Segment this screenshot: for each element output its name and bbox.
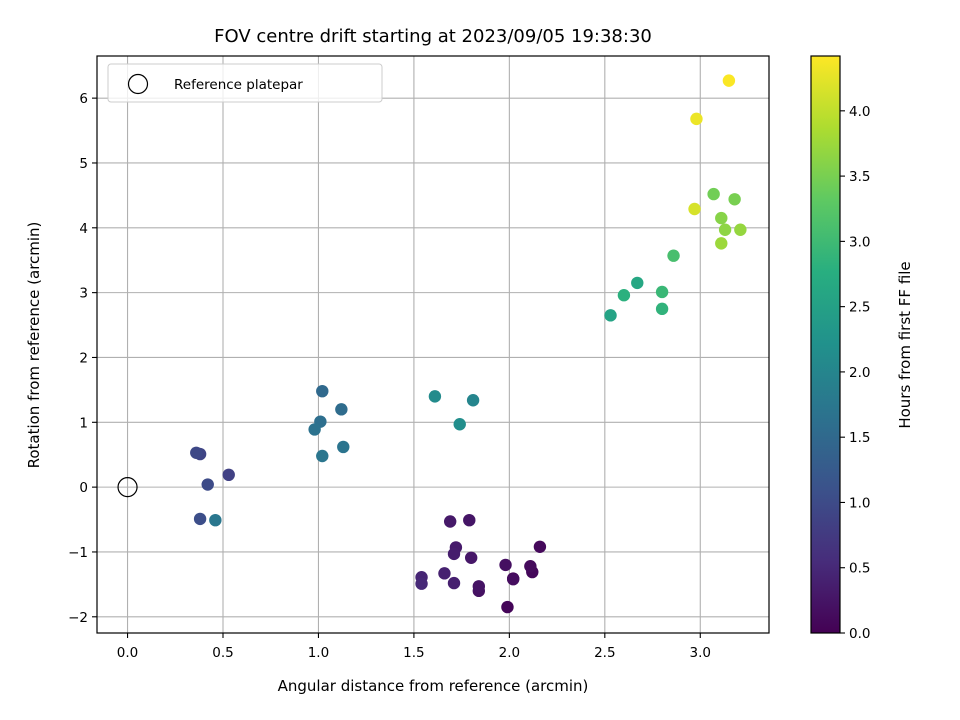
x-tick-label: 2.0	[499, 645, 520, 661]
data-point	[501, 600, 514, 614]
data-point	[690, 112, 703, 126]
data-point	[715, 237, 728, 250]
y-tick-label: 4	[79, 221, 88, 237]
y-tick-label: 1	[79, 415, 88, 431]
data-point	[316, 449, 329, 463]
grid	[97, 56, 769, 633]
data-point	[715, 211, 728, 225]
colorbar-frame	[810, 55, 841, 634]
data-point	[506, 572, 520, 586]
x-tick-label: 1.0	[308, 645, 329, 661]
data-point	[464, 551, 478, 564]
y-tick-label: 6	[79, 91, 88, 107]
data-point	[604, 309, 617, 322]
data-point	[308, 423, 321, 436]
data-point	[193, 512, 207, 526]
x-tick-label: 0.5	[212, 645, 233, 661]
y-tick-label: 0	[79, 480, 88, 496]
data-point	[466, 394, 480, 407]
x-axis-label: Angular distance from reference (arcmin)	[278, 677, 589, 695]
y-axis-label: Rotation from reference (arcmin)	[25, 222, 43, 469]
data-point	[447, 547, 461, 561]
data-point	[617, 289, 631, 302]
data-point	[655, 285, 669, 299]
x-tick-label: 0.0	[117, 645, 138, 661]
data-point	[190, 446, 203, 459]
data-point	[631, 276, 644, 290]
data-point	[524, 560, 537, 573]
data-point	[201, 478, 214, 491]
data-point	[667, 249, 680, 262]
x-axis-ticks: 0.0 0.5 1.0 1.5 2.0 2.5 3.0	[117, 633, 711, 661]
data-point	[438, 567, 451, 580]
legend-label: Reference platepar	[174, 77, 303, 93]
data-point	[707, 187, 720, 201]
colorbar-tick-label: 2.0	[849, 365, 870, 381]
colorbar-ticks: 0.0 0.5 1.0 1.5 2.0 2.5 3.0 3.5 4.0	[840, 104, 870, 642]
colorbar-tick-label: 1.5	[849, 430, 870, 446]
y-tick-label: 2	[79, 350, 88, 366]
data-point	[443, 515, 457, 528]
legend-box	[107, 63, 383, 103]
colorbar-tick-label: 1.0	[849, 495, 870, 511]
x-tick-label: 3.0	[690, 645, 711, 661]
data-point	[316, 384, 329, 398]
colorbar-label: Hours from first FF file	[896, 261, 914, 428]
y-tick-label: −2	[68, 610, 88, 626]
data-point	[415, 577, 428, 590]
chart-title: FOV centre drift starting at 2023/09/05 …	[214, 26, 652, 47]
reference-platepar-marker	[117, 477, 138, 498]
colorbar-tick-label: 3.5	[849, 169, 870, 185]
data-point	[337, 440, 350, 454]
data-point	[447, 576, 461, 590]
data-point	[209, 513, 222, 527]
legend: Reference platepar	[107, 63, 383, 103]
data-point	[533, 540, 547, 553]
colorbar-tick-label: 2.5	[849, 300, 870, 316]
y-tick-label: −1	[68, 545, 88, 561]
colorbar-tick-label: 4.0	[849, 104, 870, 120]
data-point	[688, 202, 701, 216]
reference-marker-layer	[117, 477, 138, 498]
data-point	[722, 74, 736, 87]
plot-frame	[96, 55, 770, 634]
legend-marker-icon	[127, 73, 149, 95]
y-axis-ticks: −2 −1 0 1 2 3 4 5 6	[68, 91, 97, 626]
colorbar: 0.0 0.5 1.0 1.5 2.0 2.5 3.0 3.5 4.0 Hours from f…	[810, 55, 914, 642]
data-point	[222, 468, 235, 482]
data-point	[728, 193, 741, 206]
data-point	[499, 558, 512, 572]
colorbar-tick-label: 3.0	[849, 234, 870, 250]
y-tick-label: 3	[79, 286, 88, 302]
y-tick-label: 5	[79, 156, 88, 172]
x-tick-label: 1.5	[403, 645, 424, 661]
data-point	[655, 302, 669, 316]
data-point	[453, 418, 466, 431]
data-point	[718, 223, 732, 236]
colorbar-gradient	[811, 56, 840, 633]
colorbar-tick-label: 0.5	[849, 561, 870, 577]
data-point	[428, 390, 442, 403]
x-tick-label: 2.5	[594, 645, 615, 661]
data-point	[463, 513, 476, 527]
data-points	[190, 74, 747, 614]
colorbar-tick-label: 0.0	[849, 626, 870, 642]
data-point	[335, 403, 348, 416]
data-point	[734, 223, 747, 236]
data-point	[472, 580, 486, 593]
